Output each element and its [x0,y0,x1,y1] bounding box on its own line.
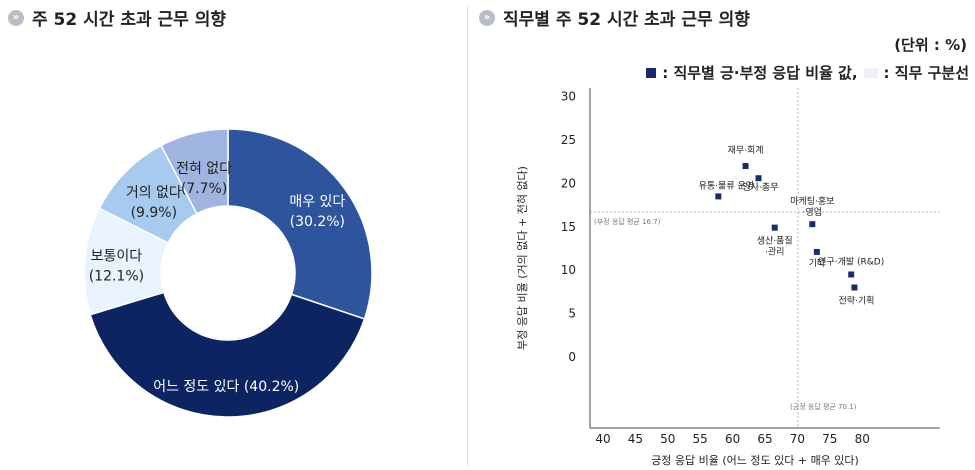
point-label: 재무·회계 [728,144,764,156]
x-tick-label: 55 [693,432,708,446]
x-tick-label: 80 [855,432,870,446]
scatter-point [813,248,820,255]
y-tick-label: 10 [561,263,576,277]
x-tick-label: 65 [757,432,772,446]
reference-label-negative: (부정 응답 평균 16.7) [594,217,661,226]
y-tick-label: 15 [561,220,576,234]
point-label: 마케팅·홍보 [790,195,834,207]
scatter-point [848,271,855,278]
y-tick-label: 20 [561,176,576,190]
slice-label: 보통이다 [91,248,143,264]
x-tick-label: 75 [822,432,837,446]
point-label: 전략·기획 [838,294,874,306]
slice-value-label: (7.7%) [181,181,228,197]
donut-chart: 매우 있다 (30.2%) 어느 정도 있다 (40.2%) 보통이다 (12.1%) 거… [83,128,373,418]
right-panel-title-text: 직무별 주 52 시간 초과 근무 의향 [503,10,750,30]
scatter-point [715,193,722,200]
left-panel-title-text: 주 52 시간 초과 근무 의향 [32,10,227,30]
x-tick-label: 70 [790,432,805,446]
legend-divider-icon [863,67,878,78]
donut-slice [89,291,366,418]
scatter-point [809,221,816,228]
unit-label: (단위 : %) [894,36,967,54]
reference-label-positive: (긍정 응답 평균 70.1) [790,402,857,411]
x-tick-label: 40 [595,432,610,446]
point-label: 연구·개발 (R&D) [818,256,884,267]
legend-item-divider: : 직무 구분선 [883,64,969,82]
x-tick-label: 60 [725,432,740,446]
double-chevron-icon: » [8,9,24,26]
point-label: 기타 [809,258,826,269]
x-tick-label: 50 [660,432,675,446]
legend-square-icon [646,67,657,78]
y-axis-title: 부정 응답 비율 (거의 없다 + 전혀 없다) [516,166,529,350]
slice-label: 매우 있다 [289,194,345,210]
slice-label: 거의 없다 [126,185,182,201]
panel-divider [467,6,468,466]
x-tick-label: 45 [628,432,643,446]
point-label: ·영업 [803,207,822,218]
point-label: ·관리 [765,247,784,258]
x-axis-title: 긍정 응답 비율 (어느 정도 있다 + 매우 있다) [651,454,859,467]
left-panel-title: » 주 52 시간 초과 근무 의향 [8,5,226,30]
double-chevron-icon: » [479,9,495,26]
y-tick-label: 25 [561,133,576,147]
y-tick-label: 30 [561,90,576,104]
slice-value-label: (12.1%) [89,268,144,284]
point-label: 유통·물류 운영 [699,180,754,191]
slice-value-label: (9.9%) [131,205,178,221]
scatter-point [851,284,858,291]
slice-value-label: (30.2%) [290,214,345,230]
legend-item-values: : 직무별 긍·부정 응답 비율 값, [662,64,858,82]
point-label: 생산·품질 [757,235,793,247]
donut-slice [227,128,373,320]
point-label: 인사·총무 [743,182,779,193]
scatter-point [755,175,762,182]
legend: : 직무별 긍·부정 응답 비율 값, : 직무 구분선 [646,62,969,83]
right-panel-title: » 직무별 주 52 시간 초과 근무 의향 [479,5,750,30]
slice-label: 어느 정도 있다 (40.2%) [153,379,299,395]
y-tick-label: 5 [568,307,576,321]
donut-slice [160,128,229,215]
scatter-chart: 40 45 50 55 60 65 70 75 80 0 5 10 15 20 25 30 긍정 응답 비율 (… [516,88,940,467]
scatter-point [742,163,749,170]
scatter-point [771,224,778,231]
slice-label: 전혀 없다 [176,161,232,177]
y-tick-label: 0 [568,350,576,364]
